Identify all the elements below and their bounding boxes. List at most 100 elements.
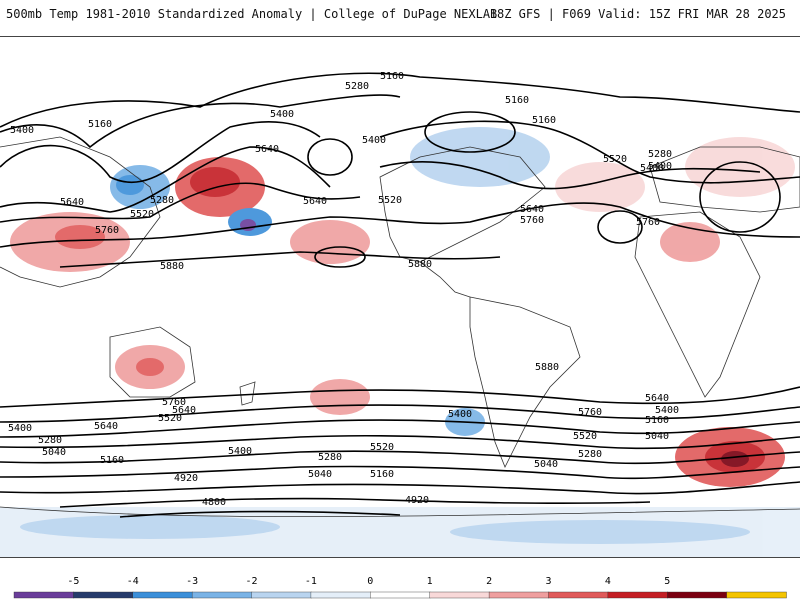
warm-anomaly-asia-core: [55, 225, 105, 249]
contour-label: 5160: [505, 95, 529, 106]
colorbar-tick-label: -5: [67, 576, 79, 587]
contour-label: 5520: [130, 209, 154, 220]
contour-5880-north: [59, 251, 501, 268]
warm-anomaly-africa: [660, 222, 720, 262]
contour-label: 5640: [520, 204, 544, 215]
contour-label: 5640: [645, 393, 669, 404]
contour-5520-pacific: [0, 146, 331, 213]
colorbar-swatch: [667, 591, 728, 599]
colorbar-tick-label: 0: [367, 576, 373, 587]
contour-label: 5040: [534, 459, 558, 470]
colorbar-ticks: -5 -4 -3 -2 -1 0 1 2 3 4 5: [67, 576, 670, 587]
contour-5400-atlantic: [379, 120, 800, 184]
contour-label: 5760: [520, 215, 544, 226]
colorbar-tick-label: 5: [664, 576, 670, 587]
colorbar-swatch: [726, 591, 787, 599]
cold-anomaly-canada: [410, 127, 550, 187]
contour-label: 5880: [160, 261, 184, 272]
contour-label: 5640: [172, 405, 196, 416]
colorbar-swatch: [251, 591, 312, 599]
contour-4920-south: [59, 497, 651, 508]
contour-label: 5400: [648, 161, 672, 172]
contour-label: 4920: [405, 495, 429, 506]
contour-label: 5520: [378, 195, 402, 206]
contour-5040-south: [0, 481, 800, 495]
contour-5520-atlantic: [379, 161, 761, 190]
contour-label: 5160: [645, 415, 669, 426]
contour-label: 5040: [308, 469, 332, 480]
colorbar-tick-label: 4: [605, 576, 611, 587]
contour-5520-south: [0, 419, 800, 438]
contour-5400-south: [0, 434, 800, 450]
contour-label: 5040: [42, 447, 66, 458]
contour-label: 5400: [640, 163, 664, 174]
contour-label: 5520: [573, 431, 597, 442]
contour-label: 5520: [158, 413, 182, 424]
asia-outline: [0, 136, 161, 288]
contour-label: 5400: [362, 135, 386, 146]
height-contours: [0, 72, 800, 518]
contour-label: 5880: [408, 259, 432, 270]
map-header: 500mb Temp 1981-2010 Standardized Anomal…: [0, 0, 800, 36]
warm-anomaly-south-pacific: [310, 379, 370, 415]
warm-anomaly-atlantic: [555, 162, 645, 212]
map-title: 500mb Temp 1981-2010 Standardized Anomal…: [6, 7, 498, 21]
contour-5880-ring: [314, 246, 366, 268]
contour-label: 5160: [370, 469, 394, 480]
contour-4800-south: [119, 510, 401, 518]
contour-label: 5520: [370, 442, 394, 453]
anomaly-colorbar: -5 -4 -3 -2 -1 0 1 2 3 4 5: [0, 570, 800, 600]
contour-label: 5280: [150, 195, 174, 206]
contour-labels: 5160 5280 5400 5160 5400 5640 5400 5280 …: [8, 71, 679, 508]
contour-label: 5160: [380, 71, 404, 82]
contour-label: 5400: [448, 409, 472, 420]
south-america-outline: [469, 296, 581, 468]
africa-outline: [634, 211, 761, 398]
contour-5760-low: [597, 210, 643, 244]
colorbar-swatch: [370, 591, 431, 599]
contour-label: 4800: [202, 497, 226, 508]
warm-anomaly-central-pacific: [290, 220, 370, 264]
contour-label: 5040: [645, 431, 669, 442]
colorbar-swatches: [13, 591, 787, 599]
contour-5160-north: [0, 72, 800, 128]
colorbar-tick-label: 2: [486, 576, 492, 587]
weather-map: 5160 5280 5400 5160 5400 5640 5400 5280 …: [0, 36, 800, 558]
colorbar-swatch: [607, 591, 668, 599]
contour-label: 5760: [162, 397, 186, 408]
coastlines: [0, 136, 800, 518]
central-america-outline: [419, 261, 471, 298]
contour-label: 5760: [578, 407, 602, 418]
contour-5400-asia: [0, 121, 321, 184]
contour-label: 5280: [578, 449, 602, 460]
colorbar-tick-label: 1: [427, 576, 433, 587]
colorbar-swatch: [548, 591, 609, 599]
contour-label: 5160: [532, 115, 556, 126]
contour-label: 5400: [270, 109, 294, 120]
colorbar-swatch: [429, 591, 490, 599]
antarctic-cold-band: [20, 515, 280, 539]
contour-5640-south: [0, 404, 800, 423]
colorbar-tick-label: -1: [305, 576, 317, 587]
contour-label: 5280: [38, 435, 62, 446]
contour-5400-europe: [699, 161, 781, 233]
contour-label: 5640: [303, 196, 327, 207]
warm-anomaly-south-atlantic-max: [721, 451, 749, 467]
contour-label: 5400: [8, 423, 32, 434]
warm-anomaly-australia-core: [136, 358, 164, 376]
contour-label: 5880: [535, 362, 559, 373]
contour-label: 5760: [95, 225, 119, 236]
contour-5160-low: [424, 111, 516, 153]
colorbar-swatch: [488, 591, 550, 599]
north-america-outline: [379, 146, 546, 263]
colorbar-swatch: [13, 591, 75, 599]
map-canvas: 5160 5280 5400 5160 5400 5640 5400 5280 …: [0, 37, 800, 557]
contour-label: 4920: [174, 473, 198, 484]
contour-label: 5400: [228, 446, 252, 457]
europe-outline: [649, 146, 800, 213]
contour-label: 5640: [255, 144, 279, 155]
warm-anomaly-core: [190, 167, 240, 197]
contour-label: 5160: [88, 119, 112, 130]
contour-label: 5640: [94, 421, 118, 432]
contour-label: 5160: [100, 455, 124, 466]
